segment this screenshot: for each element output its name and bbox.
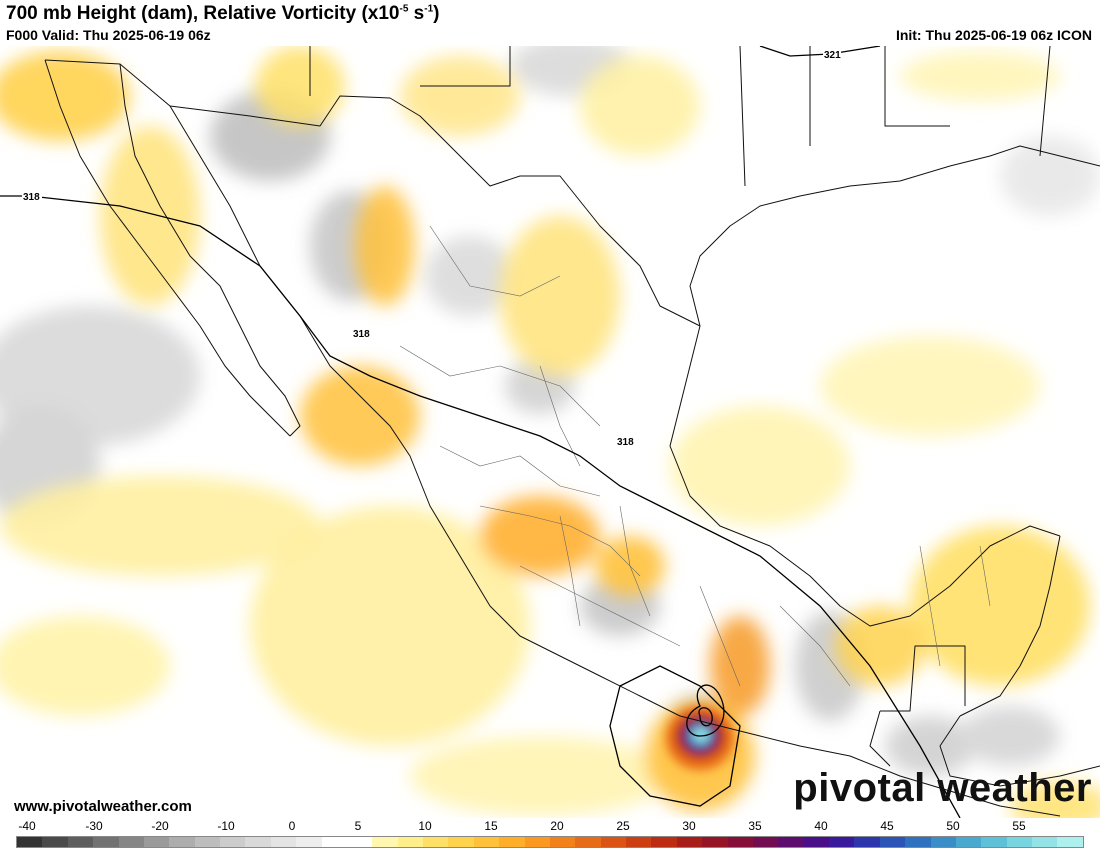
map-title: 700 mb Height (dam), Relative Vorticity … [6,3,440,24]
colorbar-swatch [143,837,170,847]
colorbar-tick: 20 [550,819,564,833]
coastlines-borders [44,46,1100,817]
colorbar-swatch [879,837,906,847]
valid-time: F000 Valid: Thu 2025-06-19 06z [6,27,211,43]
colorbar-swatch [752,837,779,847]
colorbar-swatch [42,837,68,847]
colorbar-swatch [803,837,829,847]
colorbar-swatch [651,837,677,847]
colorbar-swatch [955,837,982,847]
colorbar-swatch [220,837,246,847]
colorbar-ticks: -40 -30 -20 -10 0 5 10 15 20 25 30 35 40… [0,818,1100,834]
colorbar-tick: 5 [354,819,362,833]
colorbar-swatch [626,837,652,847]
contour-label-318-west: 318 [23,192,40,203]
colorbar-swatch [549,837,576,847]
colorbar-swatch [93,837,119,847]
colorbar-tick: -20 [151,819,169,833]
colorbar-swatch [778,837,804,847]
colorbar-swatch [1006,837,1032,847]
colorbar-gradient [16,836,1084,848]
colorbar-swatch [854,837,880,847]
colorbar-tick: 35 [748,819,762,833]
colorbar-swatch [270,837,297,847]
contour-label-318-east: 318 [617,437,634,448]
contour-label-318-central: 318 [353,329,370,340]
positive-vorticity-shading [0,46,1100,818]
colorbar-swatch [448,837,474,847]
colorbar-swatch [423,837,449,847]
colorbar-swatch [676,837,703,847]
colorbar-tick: 10 [418,819,432,833]
colorbar: -40 -30 -20 -10 0 5 10 15 20 25 30 35 40… [0,818,1100,850]
colorbar-swatch [169,837,195,847]
colorbar-swatch [17,837,43,847]
colorbar-swatch [245,837,271,847]
colorbar-tick: 50 [946,819,960,833]
colorbar-tick: -40 [18,819,36,833]
colorbar-swatch [473,837,500,847]
colorbar-swatch [930,837,956,847]
state-borders [399,225,991,687]
colorbar-swatch [397,837,423,847]
init-time: Init: Thu 2025-06-19 06z ICON [895,27,1092,43]
colorbar-tick: 25 [616,819,630,833]
colorbar-tick: 40 [814,819,828,833]
colorbar-swatch [194,837,220,847]
colorbar-tick: 30 [682,819,696,833]
map-svg: 321 318 318 318 [0,46,1100,818]
colorbar-swatch [67,837,94,847]
contour-labels: 321 318 318 318 [22,48,841,448]
colorbar-swatch [1057,837,1083,847]
colorbar-tick: 0 [288,819,296,833]
header: 700 mb Height (dam), Relative Vorticity … [0,0,1100,46]
map-panel: 321 318 318 318 [0,46,1100,818]
colorbar-swatch [575,837,601,847]
colorbar-swatch [600,837,626,847]
height-contours [0,46,961,818]
colorbar-swatch [702,837,728,847]
colorbar-tick: -30 [85,819,103,833]
colorbar-swatch [499,837,525,847]
colorbar-swatch [981,837,1007,847]
colorbar-swatch [727,837,753,847]
colorbar-swatch [829,837,855,847]
colorbar-tick: 45 [880,819,894,833]
colorbar-tick: 55 [1012,819,1026,833]
colorbar-swatch [905,837,931,847]
colorbar-swatch [372,837,398,847]
colorbar-swatch [296,837,322,847]
colorbar-swatch [321,837,347,847]
colorbar-swatch [118,837,144,847]
colorbar-tick: 15 [484,819,498,833]
colorbar-swatch [1032,837,1058,847]
colorbar-swatch [346,837,373,847]
colorbar-swatch [524,837,550,847]
colorbar-tick: -10 [217,819,235,833]
website-url: www.pivotalweather.com [14,798,192,815]
pivotal-weather-logo: pivotal weather [793,766,1092,810]
contour-label-321: 321 [824,50,841,61]
